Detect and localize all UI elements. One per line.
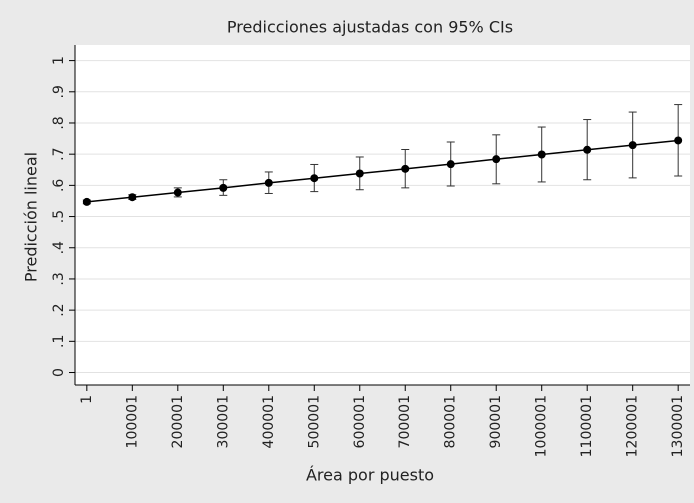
point [674,136,683,145]
point [583,145,592,154]
point [492,155,501,164]
x-tick-label: 1100001 [579,395,595,457]
point [128,193,137,202]
y-axis-title: Predicción lineal [22,152,41,282]
x-axis-title: Área por puesto [306,466,434,485]
y-tick-label: .2 [51,303,67,316]
x-tick-label: 500001 [306,395,322,448]
y-tick-label: .9 [51,85,67,98]
y-tick-label: .3 [51,272,67,285]
point [264,178,273,187]
line [86,139,679,203]
x-tick-label: 200001 [170,395,186,448]
x-tick-label: 900001 [488,395,504,448]
x-tick-label: 100001 [124,395,140,448]
x-tick-label: 300001 [215,395,231,448]
x-tick-label: 800001 [443,395,459,448]
x-tick-label: 400001 [261,395,277,448]
x-tick-label: 1200001 [625,395,641,457]
y-tick-label: .4 [51,241,67,254]
y-tick-label: .5 [51,210,67,223]
y-tick-label: .1 [51,335,67,348]
point [355,169,364,178]
y-tick-label: 0 [51,368,67,377]
x-tick-label: 600001 [352,395,368,448]
point [310,174,319,183]
chart-title: Predicciones ajustadas con 95% CIs [227,18,513,37]
x-tick-label: 700001 [397,395,413,448]
point [537,150,546,159]
y-tick-label: 1 [51,56,67,65]
point [82,197,91,206]
point [401,164,410,173]
x-tick-label: 1 [79,395,95,404]
x-tick-label: 1000001 [534,395,550,457]
point [219,183,228,192]
plot-area [75,45,690,385]
x-tick-label: 1300001 [670,395,686,457]
y-tick-label: .6 [51,179,67,192]
y-tick-label: .8 [51,116,67,129]
point [628,141,637,150]
point [446,160,455,169]
point [173,188,182,197]
y-tick-label: .7 [51,147,67,160]
